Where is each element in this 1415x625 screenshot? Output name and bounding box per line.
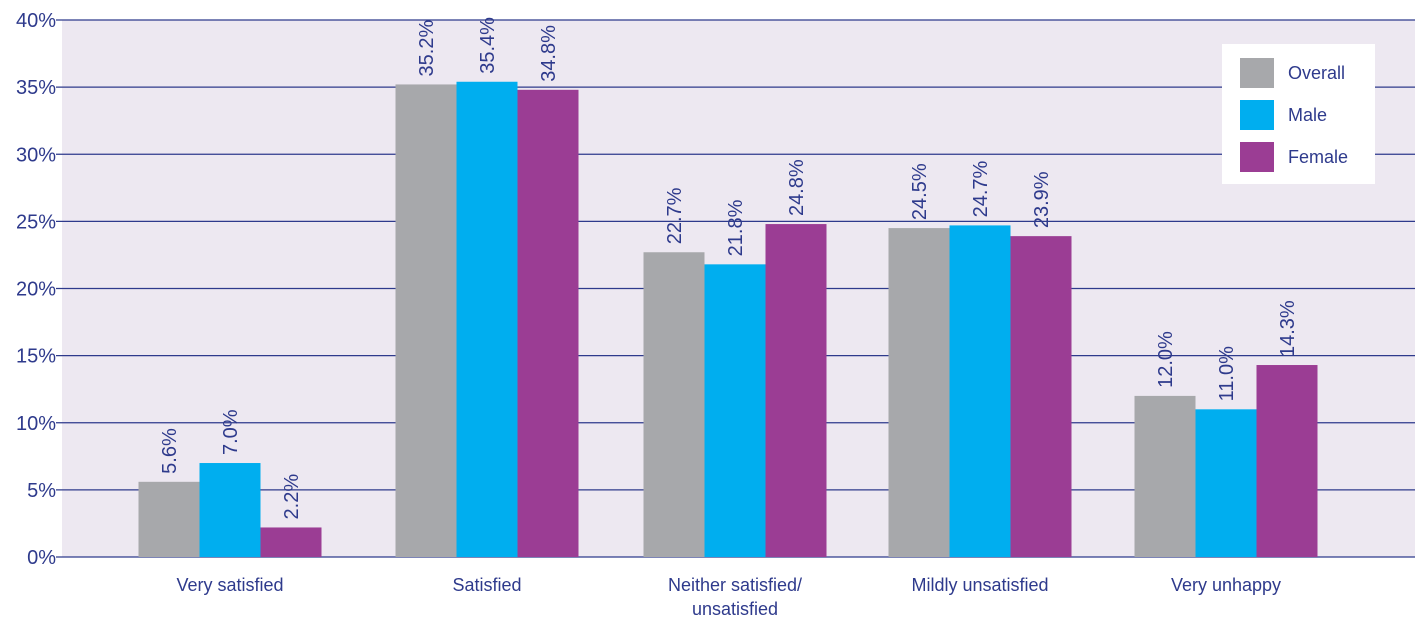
legend-label-female: Female bbox=[1288, 147, 1348, 167]
data-label: 34.8% bbox=[538, 25, 560, 82]
bar-male bbox=[456, 81, 518, 557]
data-label: 24.8% bbox=[786, 159, 808, 216]
x-category-label: Mildly unsatisfied bbox=[911, 575, 1048, 595]
y-tick-label: 35% bbox=[16, 77, 56, 99]
bar-male bbox=[704, 264, 766, 557]
x-category-label: Satisfied bbox=[452, 575, 521, 595]
bar-male bbox=[949, 225, 1011, 557]
bar-female bbox=[517, 89, 579, 557]
data-label: 12.0% bbox=[1155, 331, 1177, 388]
data-label: 5.6% bbox=[159, 428, 181, 474]
bar-overall bbox=[138, 481, 200, 557]
x-category-label: Very satisfied bbox=[176, 575, 283, 595]
legend-swatch-overall bbox=[1240, 58, 1274, 88]
x-axis-category-labels: Very satisfied Satisfied Neither satisfied… bbox=[176, 575, 1281, 619]
data-label: 14.3% bbox=[1277, 300, 1299, 357]
x-category-label: Very unhappy bbox=[1171, 575, 1281, 595]
data-label: 35.4% bbox=[477, 17, 499, 74]
data-label: 23.9% bbox=[1031, 171, 1053, 228]
y-tick-label: 0% bbox=[27, 547, 56, 569]
bar-female bbox=[260, 527, 322, 557]
y-tick-label: 15% bbox=[16, 346, 56, 368]
x-category-label: Neither satisfied/ bbox=[668, 575, 802, 595]
legend-label-overall: Overall bbox=[1288, 63, 1345, 83]
data-label: 21.8% bbox=[725, 199, 747, 256]
bar-overall bbox=[643, 252, 705, 557]
bars bbox=[138, 81, 1318, 557]
bar-female bbox=[1256, 365, 1318, 557]
y-axis-tick-labels: 0% 5% 10% 15% 20% 25% 30% 35% 40% bbox=[16, 10, 56, 569]
legend-label-male: Male bbox=[1288, 105, 1327, 125]
legend-swatch-male bbox=[1240, 100, 1274, 130]
bar-female bbox=[765, 224, 827, 557]
y-tick-label: 40% bbox=[16, 10, 56, 32]
y-tick-label: 20% bbox=[16, 279, 56, 301]
bar-overall bbox=[395, 84, 457, 557]
data-label: 35.2% bbox=[416, 20, 438, 77]
data-label: 2.2% bbox=[281, 474, 303, 520]
x-category-label: unsatisfied bbox=[692, 599, 778, 619]
data-label: 24.5% bbox=[909, 163, 931, 220]
data-label: 7.0% bbox=[220, 409, 242, 455]
data-label: 24.7% bbox=[970, 160, 992, 217]
y-tick-label: 30% bbox=[16, 144, 56, 166]
legend: Overall Male Female bbox=[1222, 44, 1375, 184]
bar-overall bbox=[1134, 395, 1196, 557]
y-tick-label: 10% bbox=[16, 413, 56, 435]
bar-overall bbox=[888, 228, 950, 557]
bar-female bbox=[1010, 236, 1072, 557]
data-labels: 5.6% 7.0% 2.2% 35.2% 35.4% 34.8% 22.7% 21.8% 24.… bbox=[159, 17, 1299, 520]
bar-male bbox=[199, 463, 261, 557]
y-tick-label: 5% bbox=[27, 480, 56, 502]
legend-swatch-female bbox=[1240, 142, 1274, 172]
y-tick-label: 25% bbox=[16, 211, 56, 233]
data-label: 22.7% bbox=[664, 187, 686, 244]
data-label: 11.0% bbox=[1216, 346, 1238, 401]
bar-male bbox=[1195, 409, 1257, 557]
